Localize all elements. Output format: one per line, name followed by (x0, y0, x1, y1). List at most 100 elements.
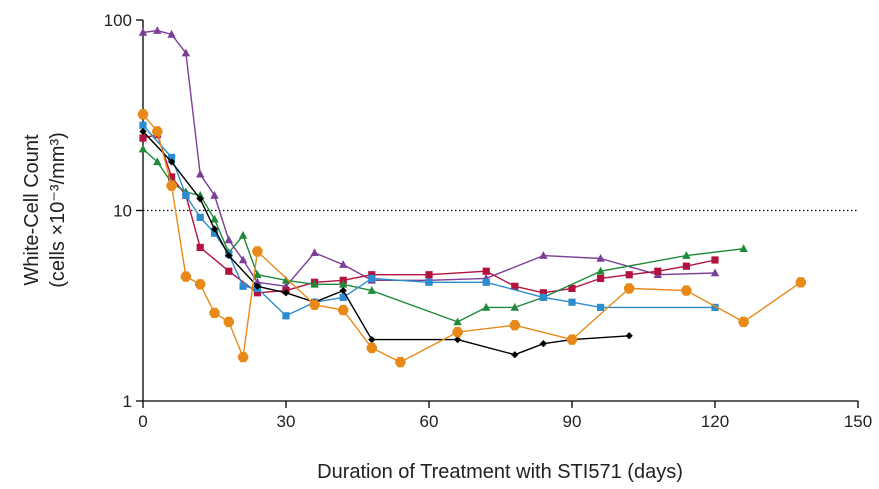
x-tick-label: 60 (420, 412, 439, 431)
data-point (482, 278, 490, 286)
data-point (282, 312, 290, 320)
data-point (597, 303, 605, 311)
data-point (596, 266, 605, 275)
data-point (368, 271, 376, 279)
series-3 (138, 144, 748, 326)
data-point (425, 271, 433, 279)
series-line (142, 148, 744, 323)
data-point (223, 316, 234, 328)
data-point (339, 260, 348, 268)
data-point (237, 351, 249, 363)
data-point (539, 289, 547, 297)
data-point (624, 283, 635, 294)
data-point (196, 213, 204, 221)
data-point (168, 153, 176, 161)
data-point (739, 244, 748, 253)
x-tick-label: 90 (563, 412, 582, 431)
data-point (339, 279, 348, 288)
data-point (453, 317, 462, 326)
data-point (153, 157, 162, 166)
data-point (539, 251, 548, 259)
y-tick-label: 100 (104, 11, 132, 30)
data-point (539, 293, 547, 301)
data-point (253, 270, 262, 279)
data-point (210, 225, 219, 233)
data-point (210, 214, 219, 223)
data-point (168, 173, 176, 181)
series-4 (139, 121, 719, 320)
data-point (682, 251, 691, 259)
data-point (282, 289, 290, 297)
data-point (625, 332, 633, 340)
data-point (238, 255, 248, 264)
data-point (181, 48, 191, 57)
data-point (566, 334, 578, 345)
data-point (152, 126, 163, 137)
data-point (139, 134, 147, 142)
data-point (281, 275, 291, 284)
series-line (142, 130, 630, 356)
series-line (142, 124, 715, 317)
x-tick-label: 120 (701, 412, 729, 431)
data-point (711, 256, 719, 264)
series-layer (137, 26, 806, 368)
data-point (210, 229, 219, 237)
series-2 (139, 131, 719, 297)
data-point (166, 180, 177, 191)
data-point (238, 230, 248, 239)
data-point (682, 262, 690, 270)
y-tick-label: 1 (123, 392, 132, 411)
data-point (310, 279, 319, 288)
data-point (253, 282, 261, 290)
data-point (139, 121, 147, 129)
data-point (168, 158, 176, 166)
data-point (338, 304, 349, 316)
data-point (225, 251, 233, 260)
y-ticks: 1 10 100 (104, 11, 143, 411)
y-axis-subtitle: (cells ×10⁻³/mm³) (47, 132, 69, 288)
data-point (209, 307, 220, 319)
data-point (482, 302, 491, 311)
data-point (224, 235, 233, 244)
series-6 (137, 109, 806, 368)
data-point (196, 243, 204, 252)
data-point (597, 274, 605, 283)
data-point (368, 274, 376, 283)
data-point (180, 271, 192, 282)
data-point (182, 191, 190, 200)
data-point (253, 289, 261, 297)
data-point (482, 267, 490, 275)
data-point (710, 268, 720, 277)
data-point (795, 277, 806, 288)
data-point (425, 278, 433, 286)
data-point (239, 282, 247, 290)
data-point (681, 285, 692, 296)
data-point (395, 356, 406, 368)
data-point (196, 169, 205, 178)
data-point (167, 29, 176, 38)
data-point (568, 298, 576, 306)
data-point (511, 351, 519, 359)
data-point (225, 267, 233, 275)
data-point (738, 316, 749, 328)
x-tick-label: 0 (138, 412, 147, 431)
y-tick-label: 10 (113, 202, 132, 221)
data-point (452, 326, 463, 338)
data-point (138, 144, 148, 153)
data-point (137, 109, 149, 120)
data-point (366, 342, 377, 354)
data-point (339, 286, 347, 295)
series-line (142, 29, 716, 287)
data-point (539, 340, 547, 348)
data-point (139, 127, 147, 136)
data-point (654, 267, 662, 275)
series-5 (139, 127, 633, 359)
data-point (138, 27, 148, 36)
x-tick-label: 30 (277, 412, 296, 431)
data-point (510, 302, 519, 311)
data-point (368, 336, 376, 344)
data-point (568, 284, 576, 293)
data-point (196, 195, 204, 203)
data-point (310, 248, 319, 257)
